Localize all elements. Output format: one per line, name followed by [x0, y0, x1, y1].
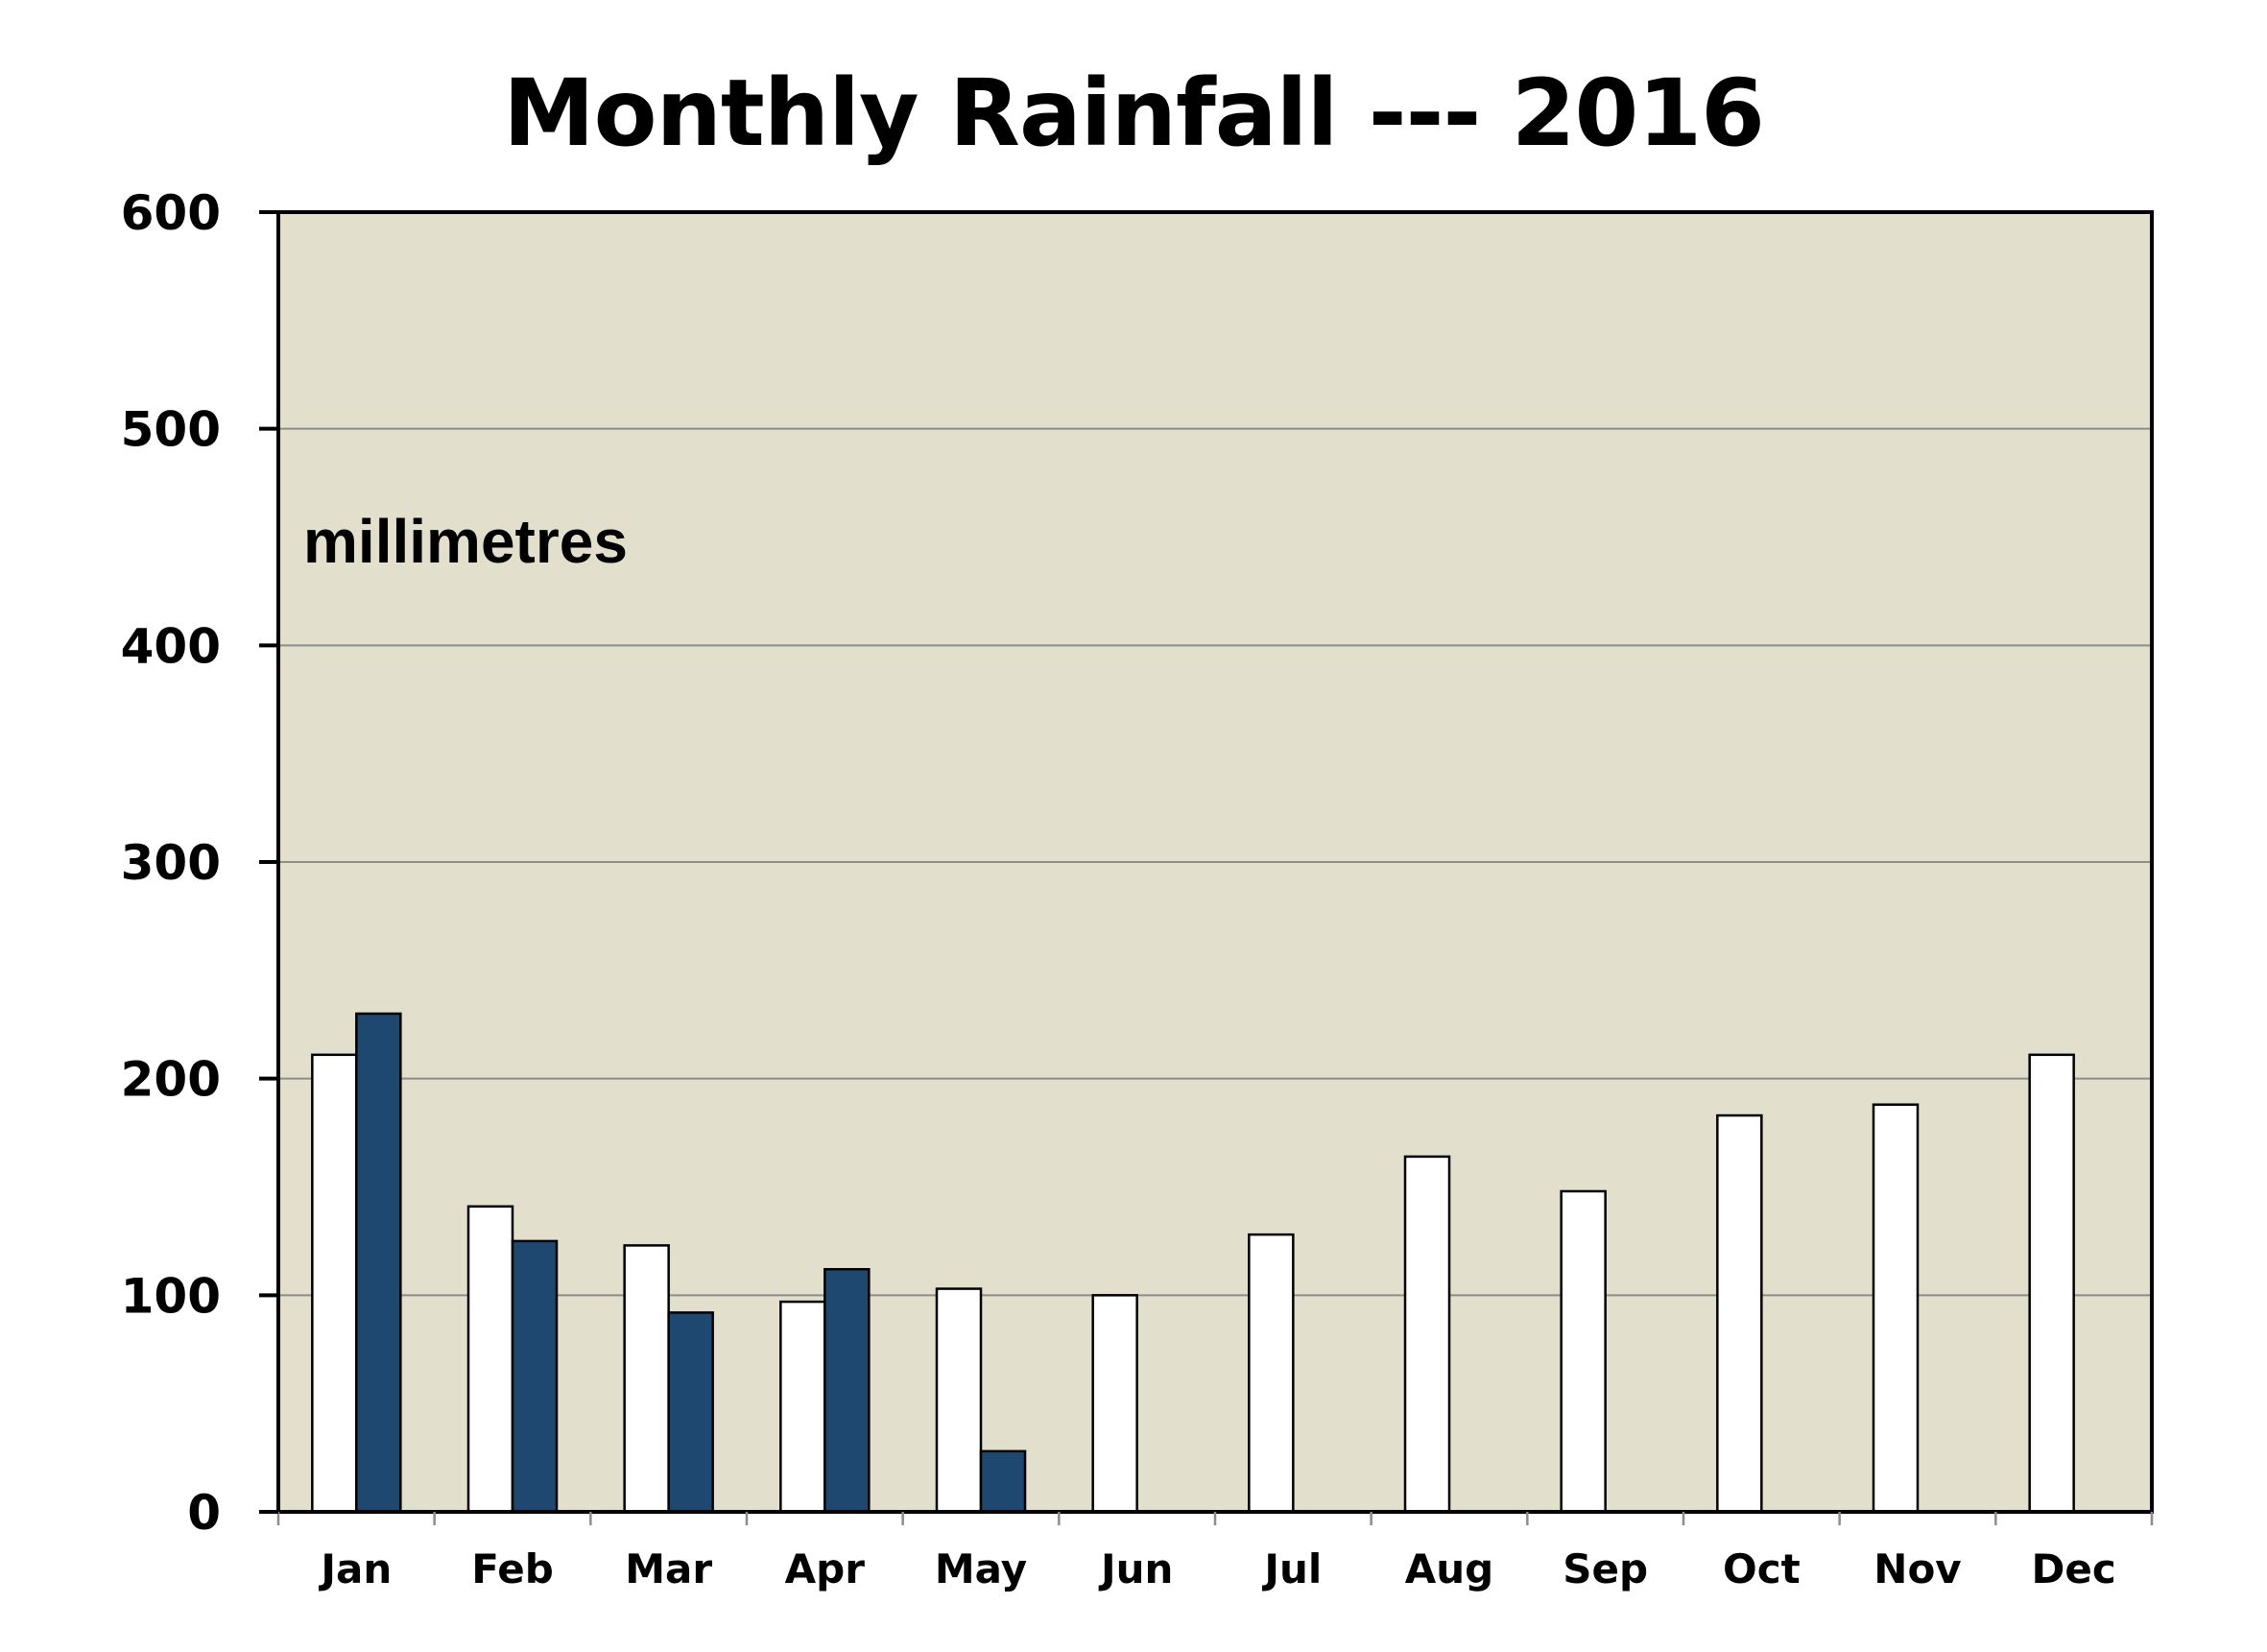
bar-series-1	[1248, 1233, 1295, 1514]
chart-title: Monthly Rainfall --- 2016	[503, 60, 1765, 167]
x-tick-label: Dec	[2032, 1545, 2116, 1592]
y-tick-label: 300	[121, 835, 221, 891]
gridlines	[278, 427, 2152, 1297]
y-tick-label: 400	[121, 618, 221, 674]
bar-series-1	[1560, 1189, 1607, 1514]
x-tick-label: Nov	[1873, 1545, 1961, 1592]
y-axis-labels: 0 100 200 300 400 500 600	[121, 185, 221, 1541]
bar-series-1	[1403, 1155, 1451, 1514]
bar-series-1	[1716, 1113, 1763, 1514]
bar-series-2	[979, 1449, 1027, 1514]
x-axis-labels: Jan Feb Mar Apr May Jun Jul Aug Sep Oct Nov Dec	[318, 1545, 2115, 1592]
x-tick-label: Jan	[318, 1545, 392, 1592]
bar-series-1	[779, 1300, 826, 1514]
x-axis-ticks	[276, 1512, 2154, 1525]
bar-series-2	[355, 1012, 402, 1514]
bar-series-1	[2028, 1053, 2075, 1514]
x-tick-label: Mar	[625, 1545, 712, 1592]
y-axis-ticks	[259, 210, 278, 1514]
bar-series-1	[311, 1053, 358, 1514]
bar-series-1	[935, 1287, 983, 1514]
unit-label: millimetres	[303, 507, 628, 576]
x-tick-label: Sep	[1563, 1545, 1648, 1592]
x-tick-label: Jul	[1261, 1545, 1322, 1592]
y-tick-label: 500	[121, 402, 221, 458]
x-tick-label: Feb	[471, 1545, 554, 1592]
x-tick-label: Jun	[1098, 1545, 1173, 1592]
bar-series-1	[1872, 1103, 1920, 1514]
bar-series-1	[623, 1244, 670, 1514]
y-tick-label: 0	[187, 1485, 221, 1541]
bar-series-1	[1091, 1294, 1138, 1514]
bars	[311, 1012, 2075, 1514]
bar-series-2	[667, 1311, 714, 1514]
x-tick-label: May	[935, 1545, 1027, 1592]
x-tick-label: Oct	[1723, 1545, 1801, 1592]
bar-series-2	[823, 1268, 871, 1514]
bar-series-2	[511, 1239, 559, 1514]
x-tick-label: Aug	[1405, 1545, 1493, 1592]
bar-series-1	[466, 1205, 514, 1514]
x-tick-label: Apr	[785, 1545, 866, 1592]
y-tick-label: 600	[121, 185, 221, 241]
y-tick-label: 200	[121, 1052, 221, 1108]
y-tick-label: 100	[121, 1268, 221, 1324]
